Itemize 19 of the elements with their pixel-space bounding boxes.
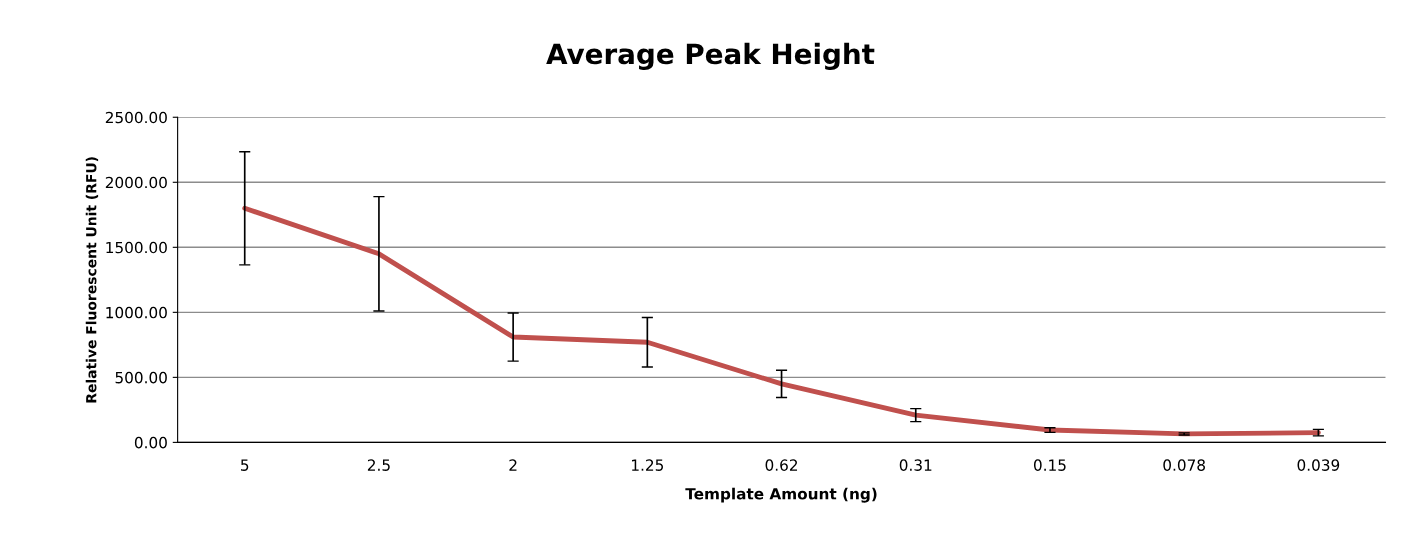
y-axis-title: Relative Fluorescent Unit (RFU) xyxy=(85,157,99,403)
x-tick-label: 2.5 xyxy=(367,459,390,471)
x-tick-label: 0.078 xyxy=(1163,459,1205,471)
x-tick-label: 0.15 xyxy=(1033,459,1066,471)
x-tick-label: 0.62 xyxy=(765,459,798,471)
chart-title: Average Peak Height xyxy=(546,42,875,70)
line-series xyxy=(242,205,1321,437)
y-tick-label: 2500.00 xyxy=(105,111,167,124)
x-axis-title: Template Amount (ng) xyxy=(685,487,877,503)
x-tick-label: 1.25 xyxy=(632,459,664,471)
x-tick-label: 5 xyxy=(241,459,249,471)
x-tick-label: 0.31 xyxy=(899,459,932,471)
x-tick-label: 2 xyxy=(509,459,517,471)
y-tick-label: 0.00 xyxy=(134,436,167,449)
y-tick-label: 2000.00 xyxy=(105,176,167,189)
y-tick-label: 1000.00 xyxy=(106,306,167,319)
x-tick-label: 0.039 xyxy=(1297,459,1340,471)
y-tick-label: 1500.00 xyxy=(106,241,167,254)
y-tick-label: 500.00 xyxy=(115,371,167,384)
